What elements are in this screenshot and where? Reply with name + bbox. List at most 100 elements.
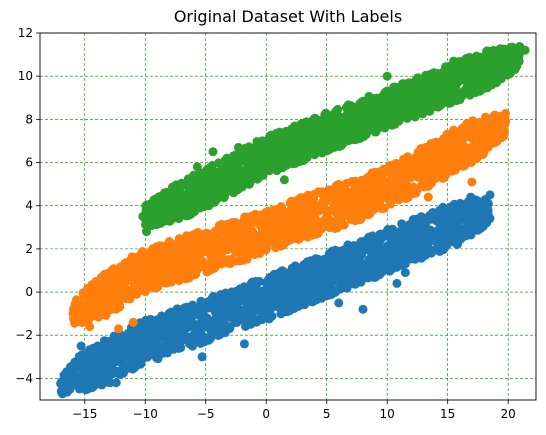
data-point (332, 199, 342, 209)
data-point (273, 212, 283, 222)
data-point (332, 285, 342, 295)
data-point (424, 77, 434, 87)
data-point (430, 97, 440, 107)
data-point (427, 178, 437, 188)
data-point (408, 182, 418, 192)
data-point (327, 259, 337, 269)
data-point (370, 185, 380, 195)
data-point (395, 94, 405, 104)
data-point (181, 335, 191, 345)
data-point (153, 242, 163, 252)
data-point (271, 221, 281, 231)
data-point (146, 246, 156, 256)
data-point (71, 378, 81, 388)
data-point (160, 334, 170, 344)
data-point (197, 352, 207, 362)
data-point (420, 172, 430, 182)
data-point (441, 62, 451, 72)
data-point (321, 143, 331, 153)
data-point (151, 279, 161, 289)
data-point (419, 99, 429, 109)
data-point (71, 362, 81, 372)
data-point (83, 355, 93, 365)
data-point (342, 113, 352, 123)
data-point (493, 51, 503, 61)
data-point (368, 102, 378, 112)
data-point (358, 304, 368, 314)
data-point (318, 281, 328, 291)
data-point (164, 203, 174, 213)
data-point (80, 289, 90, 299)
data-point (384, 192, 394, 202)
data-point (181, 211, 191, 221)
data-point (437, 145, 447, 155)
data-point (309, 194, 319, 204)
data-point (283, 215, 293, 225)
data-point (373, 118, 383, 128)
data-point (271, 291, 281, 301)
data-point (375, 167, 385, 177)
data-point (129, 347, 139, 357)
data-point (291, 149, 301, 159)
data-point (144, 330, 153, 340)
data-point (400, 268, 410, 278)
data-point (175, 190, 185, 200)
data-point (95, 292, 105, 302)
data-point (108, 270, 118, 280)
data-point (85, 322, 95, 332)
y-tick-label: 10 (18, 69, 33, 83)
data-point (429, 210, 439, 220)
data-point (192, 194, 202, 204)
data-point (446, 98, 456, 108)
data-point (398, 227, 408, 237)
data-point (102, 362, 112, 372)
data-point (232, 185, 242, 195)
data-point (203, 189, 213, 199)
data-point (357, 185, 367, 195)
data-point (206, 246, 215, 256)
data-point (323, 219, 333, 229)
y-tick-label: 12 (18, 26, 33, 40)
data-point (136, 282, 146, 292)
data-point (452, 239, 462, 249)
data-point (147, 348, 157, 358)
data-point (407, 254, 416, 264)
data-point (460, 223, 470, 233)
data-point (134, 270, 144, 280)
data-point (485, 69, 495, 79)
y-tick-label: 0 (25, 285, 33, 299)
data-point (468, 116, 478, 126)
data-point (276, 309, 286, 319)
data-point (280, 285, 290, 295)
x-tick-label: −15 (72, 407, 97, 421)
data-point (147, 270, 157, 279)
data-point (451, 75, 461, 85)
data-point (458, 161, 468, 171)
data-point (133, 334, 143, 344)
data-point (258, 311, 267, 321)
data-point (185, 267, 195, 277)
data-point (425, 245, 435, 254)
data-point (403, 152, 413, 162)
data-point (404, 170, 413, 179)
data-point (183, 181, 193, 191)
data-point (455, 140, 465, 150)
data-point (295, 274, 305, 284)
data-point (431, 236, 441, 246)
data-point (326, 205, 335, 215)
data-point (358, 127, 368, 137)
data-point (155, 320, 165, 330)
data-point (240, 170, 250, 180)
data-point (158, 278, 168, 288)
data-point (183, 242, 193, 252)
data-point (245, 241, 255, 251)
data-point (266, 159, 276, 169)
data-point (95, 308, 105, 318)
data-point (391, 259, 401, 268)
data-point (277, 130, 287, 140)
data-point (201, 333, 211, 343)
data-point (373, 239, 382, 249)
data-point (98, 281, 108, 290)
data-point (341, 121, 350, 131)
data-point (64, 367, 74, 377)
